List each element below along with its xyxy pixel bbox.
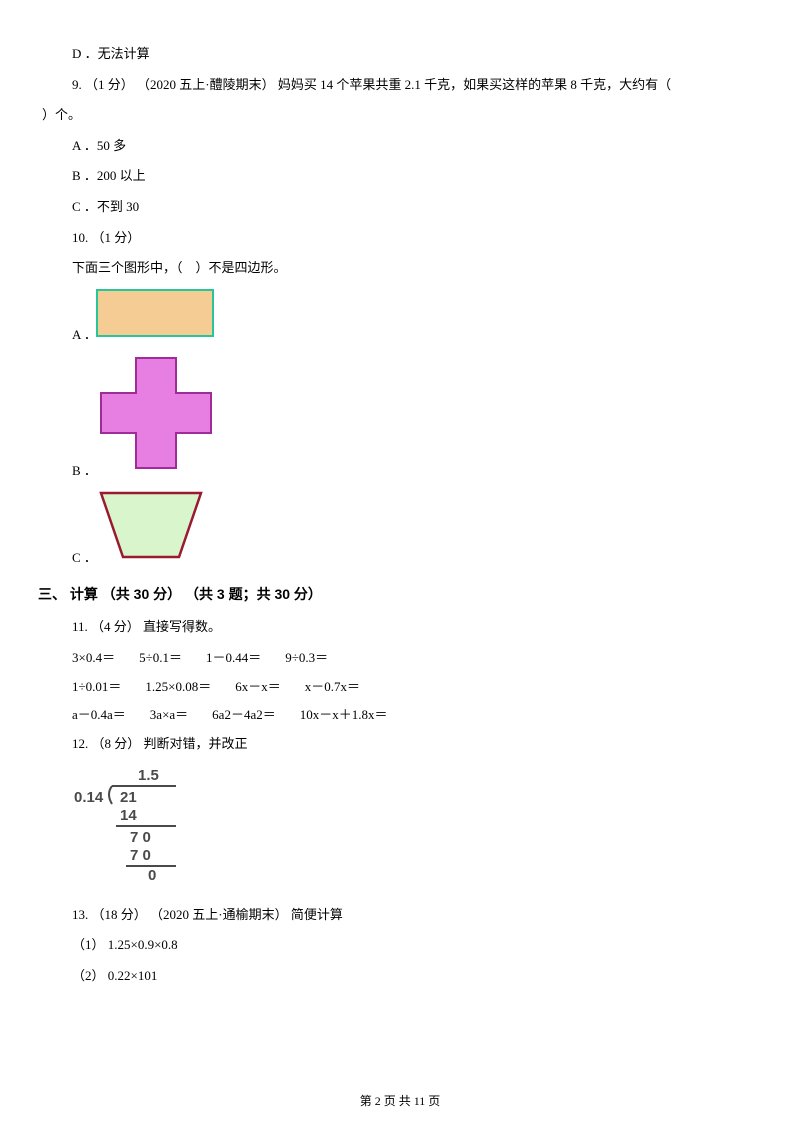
calc-cell: 1.25×0.08＝ (145, 673, 211, 702)
plus-shape (96, 353, 216, 473)
div-line2: 7 0 (130, 829, 151, 846)
quotient: 1.5 (138, 767, 159, 784)
calc-cell: 3a×a＝ (150, 701, 188, 730)
q13-head: 13. （18 分） （2020 五上·通榆期末） 简便计算 (30, 901, 770, 930)
calc-cell: 1÷0.01＝ (72, 673, 121, 702)
q9-option-a: A ．50 多 (30, 132, 770, 161)
q11-row-3: a－0.4a＝ 3a×a＝ 6a2－4a2＝ 10x－x＋1.8x＝ (30, 701, 770, 730)
q12-head: 12. （8 分） 判断对错，并改正 (30, 730, 770, 759)
q11-row-1: 3×0.4＝ 5÷0.1＝ 1－0.44＝ 9÷0.3＝ (30, 644, 770, 673)
calc-cell: x－0.7x＝ (305, 673, 360, 702)
dividend: 21 (120, 789, 137, 806)
calc-cell: 3×0.4＝ (72, 644, 115, 673)
div-line1: 14 (120, 807, 137, 824)
q8-option-d: D ．无法计算 (30, 40, 770, 69)
rectangle-shape (96, 289, 214, 337)
calc-cell: a－0.4a＝ (72, 701, 126, 730)
long-division: 1.5 0.14 21 14 7 0 7 0 0 (30, 764, 770, 895)
calc-cell: 6x－x＝ (235, 673, 281, 702)
page-footer: 第 2 页 共 11 页 (0, 1088, 800, 1114)
q10-head: 10. （1 分） (30, 224, 770, 253)
calc-cell: 6a2－4a2＝ (212, 701, 276, 730)
q9-text-line2: ）个。 (30, 101, 770, 130)
q13-part-2: （2） 0.22×101 (30, 962, 770, 991)
divisor: 0.14 (74, 789, 104, 806)
calc-cell: 1－0.44＝ (206, 644, 261, 673)
q10-text: 下面三个图形中，（ ）不是四边形。 (30, 254, 770, 283)
trapezoid-shape (96, 490, 206, 560)
q11-row-2: 1÷0.01＝ 1.25×0.08＝ 6x－x＝ x－0.7x＝ (30, 673, 770, 702)
q9-option-c: C ．不到 30 (30, 193, 770, 222)
div-line4: 0 (148, 867, 156, 884)
calc-cell: 10x－x＋1.8x＝ (300, 701, 388, 730)
calc-cell: 9÷0.3＝ (285, 644, 328, 673)
q9-text-line1: 9. （1 分） （2020 五上·醴陵期末） 妈妈买 14 个苹果共重 2.1… (30, 71, 770, 100)
div-line3: 7 0 (130, 847, 151, 864)
calc-cell: 5÷0.1＝ (139, 644, 182, 673)
q13-part-1: （1） 1.25×0.9×0.8 (30, 931, 770, 960)
section-3-head: 三、 计算 （共 30 分） （共 3 题；共 30 分） (30, 579, 770, 610)
q11-head: 11. （4 分） 直接写得数。 (30, 613, 770, 642)
q9-option-b: B ．200 以上 (30, 162, 770, 191)
